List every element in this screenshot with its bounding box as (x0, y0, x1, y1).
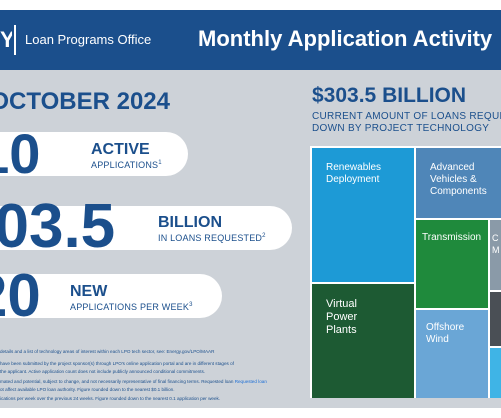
header-divider (14, 25, 16, 55)
stat-number-clip: 210 (0, 124, 75, 186)
footnote-link[interactable]: Requested loan (234, 379, 267, 384)
treemap-cell-advanced-vehicles: Advanced Vehicles & Components (416, 148, 501, 218)
office-name: Loan Programs Office (25, 32, 152, 47)
content-panel: OCTOBER 2024 210 ACTIVE APPLICATIONS1 30… (0, 70, 501, 408)
footnote-line: ot affect available LPO loan authority. … (0, 387, 175, 392)
stat-label-active: ACTIVE (91, 141, 150, 158)
treemap-label: Deployment (326, 174, 380, 185)
stat-number-clip: 20 (0, 264, 48, 328)
agency-logo-fragment: Y (0, 29, 12, 51)
footnote-line: details and a list of technology areas o… (0, 349, 215, 354)
footnote-line: the applicant. Active application count … (0, 369, 206, 374)
treemap: Renewables Deployment Advanced Vehicles & C… (310, 146, 501, 398)
treemap-label: Offshore (426, 322, 465, 333)
treemap-label: C (492, 233, 499, 243)
breakdown-title: $303.5 BILLION (312, 84, 467, 107)
treemap-cell-offshore-wind: Offshore Wind (416, 310, 488, 398)
stat-sublabel-active: APPLICATIONS1 (91, 160, 162, 170)
treemap-label: Renewables (326, 162, 382, 173)
stat-sublabel-new: APPLICATIONS PER WEEK3 (70, 302, 193, 312)
treemap-label: Virtual (326, 298, 357, 310)
treemap-label: Transmission (422, 232, 482, 243)
treemap-label: Wind (426, 334, 449, 345)
treemap-label: Advanced (430, 162, 475, 173)
treemap-cell-renewables-deployment: Renewables Deployment (312, 148, 414, 282)
stat-number-clip: 303.5 (0, 192, 146, 262)
stat-number-active: 210 (0, 124, 41, 185)
breakdown-subtitle-line1: CURRENT AMOUNT OF LOANS REQUESTED (312, 111, 501, 122)
stat-card-active: 210 ACTIVE APPLICATIONS1 (0, 124, 188, 184)
treemap-label: Plants (326, 324, 357, 336)
treemap-cell-transmission: Transmission (416, 220, 488, 308)
stat-number-billion: 303.5 (0, 192, 116, 261)
header-bar: Y Loan Programs Office Monthly Applicati… (0, 10, 501, 70)
footnote-line: mated and potential, subject to change, … (0, 379, 267, 384)
stat-label-new: NEW (70, 283, 108, 300)
treemap-label: Components (430, 186, 487, 197)
stat-number-new: 20 (0, 264, 41, 328)
stat-card-billion: 303.5 BILLION IN LOANS REQUESTED2 (0, 192, 292, 261)
footnote-line: have been submitted by the project spons… (0, 361, 234, 366)
report-month: OCTOBER 2024 (0, 88, 170, 115)
treemap-cell-virtual-power-plants: Virtual Power Plants (312, 284, 414, 398)
treemap-label: M (492, 245, 500, 255)
breakdown-subtitle-line2: DOWN BY PROJECT TECHNOLOGY (312, 123, 490, 134)
page-title: Monthly Application Activity (198, 26, 493, 51)
treemap-label: Vehicles & (430, 174, 477, 185)
treemap-label: Power (326, 311, 358, 323)
stat-card-new: 20 NEW APPLICATIONS PER WEEK3 (0, 264, 222, 328)
footnote-line: ications per week over the previous 24 w… (0, 396, 221, 401)
stat-label-billion: BILLION (158, 214, 222, 231)
treemap-cell-light (490, 348, 501, 398)
stat-sublabel-billion: IN LOANS REQUESTED2 (158, 233, 266, 243)
treemap-cell-dark (490, 292, 501, 346)
